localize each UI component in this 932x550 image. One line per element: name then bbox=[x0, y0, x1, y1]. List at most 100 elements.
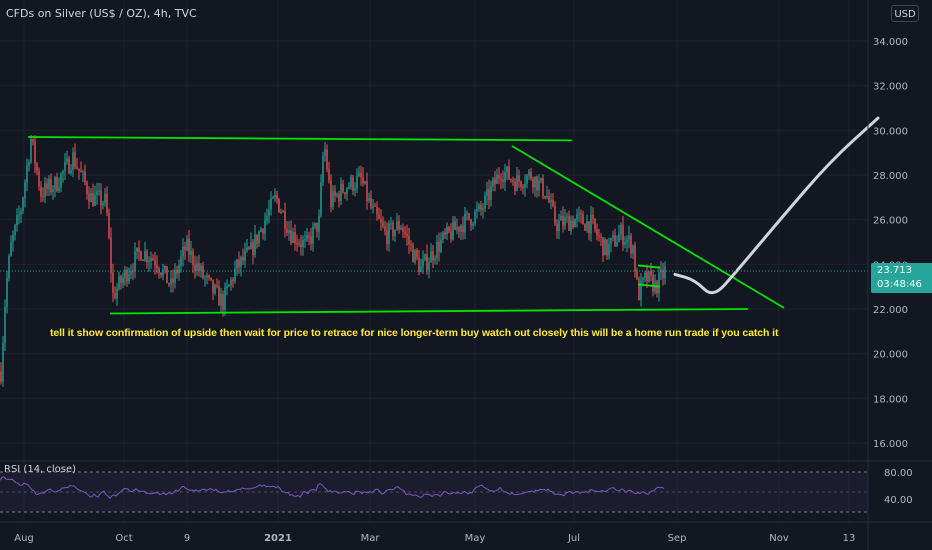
price-tick-label: 32.000 bbox=[873, 82, 908, 93]
candle-body bbox=[426, 254, 428, 271]
candle-body bbox=[242, 256, 244, 261]
candle-body bbox=[566, 216, 568, 218]
candle-body bbox=[542, 178, 544, 197]
candle-body bbox=[400, 227, 402, 230]
candle-body bbox=[494, 178, 496, 184]
candle-body bbox=[216, 285, 218, 287]
candle-body bbox=[530, 171, 532, 179]
candle-body bbox=[482, 208, 484, 210]
candle-body bbox=[484, 195, 486, 209]
price-tick-label: 20.000 bbox=[873, 350, 908, 361]
candle-body bbox=[218, 286, 220, 306]
grid-lines bbox=[0, 0, 868, 522]
candle-body bbox=[630, 235, 632, 254]
candle-body bbox=[658, 272, 660, 294]
candle-body bbox=[222, 293, 224, 310]
candle-body bbox=[30, 139, 32, 162]
candle-body bbox=[12, 235, 14, 243]
candle-body bbox=[192, 250, 194, 265]
candle-body bbox=[508, 166, 510, 180]
candle-body bbox=[640, 280, 642, 300]
candle-body bbox=[638, 278, 640, 300]
candle-body bbox=[442, 232, 444, 240]
candle-body bbox=[112, 272, 114, 293]
candle-body bbox=[354, 188, 356, 191]
candle-body bbox=[250, 241, 252, 249]
candle-body bbox=[474, 211, 476, 224]
candle-body bbox=[436, 241, 438, 259]
candle-body bbox=[296, 243, 298, 245]
candle-body bbox=[534, 176, 536, 188]
candle-body bbox=[618, 234, 620, 243]
candle-body bbox=[110, 237, 112, 273]
candle-body bbox=[386, 230, 388, 245]
candle-body bbox=[624, 242, 626, 245]
candle-body bbox=[102, 202, 104, 206]
candle-body bbox=[214, 285, 216, 294]
candle-body bbox=[294, 231, 296, 244]
candle-body bbox=[96, 191, 98, 195]
candle-body bbox=[70, 170, 72, 174]
candle-body bbox=[174, 269, 176, 283]
candle-body bbox=[326, 149, 328, 170]
candle-body bbox=[2, 343, 4, 382]
candle-body bbox=[636, 271, 638, 279]
candle-body bbox=[578, 213, 580, 215]
candle-body bbox=[310, 236, 312, 244]
candle-body bbox=[568, 216, 570, 231]
candle-body bbox=[4, 307, 6, 344]
candle-body bbox=[412, 245, 414, 263]
time-tick-label: May bbox=[465, 533, 486, 544]
candle-body bbox=[124, 269, 126, 278]
rsi-axis: 80.00 40.00 bbox=[884, 468, 913, 506]
candle-body bbox=[238, 259, 240, 268]
candle-body bbox=[76, 166, 78, 169]
candle-body bbox=[132, 271, 134, 273]
candle-body bbox=[374, 205, 376, 207]
candle-body bbox=[414, 250, 416, 263]
candle-body bbox=[410, 244, 412, 246]
candle-body bbox=[590, 214, 592, 234]
candle-body bbox=[558, 220, 560, 231]
candle-body bbox=[276, 194, 278, 199]
candle-body bbox=[452, 221, 454, 240]
candle-body bbox=[602, 237, 604, 256]
candle-body bbox=[260, 228, 262, 232]
candle-body bbox=[398, 221, 400, 230]
candle-body bbox=[524, 183, 526, 188]
rsi-tick-label: 40.00 bbox=[884, 495, 913, 506]
candle-body bbox=[164, 266, 166, 270]
candle-body bbox=[418, 257, 420, 273]
candle-body bbox=[86, 182, 88, 194]
candle-body bbox=[522, 186, 524, 188]
candle-body bbox=[626, 239, 628, 243]
currency-button[interactable]: USD bbox=[891, 5, 919, 22]
candle-body bbox=[444, 232, 446, 235]
candle-body bbox=[632, 245, 634, 254]
candle-body bbox=[108, 212, 110, 238]
candle-body bbox=[628, 235, 630, 240]
candle-body bbox=[240, 256, 242, 268]
candle-body bbox=[90, 193, 92, 202]
rsi-tick-label: 80.00 bbox=[884, 468, 913, 479]
price-tick-label: 34.000 bbox=[873, 37, 908, 48]
candle-body bbox=[36, 163, 38, 172]
bar-countdown: 03:48:46 bbox=[877, 279, 922, 290]
candle-body bbox=[352, 177, 354, 191]
candle-body bbox=[208, 275, 210, 278]
candle-body bbox=[28, 161, 30, 166]
candle-body bbox=[136, 247, 138, 252]
candle-body bbox=[106, 193, 108, 213]
candle-body bbox=[6, 277, 8, 308]
candle-body bbox=[416, 250, 418, 258]
candle-body bbox=[620, 224, 622, 235]
rsi-label: RSI (14, close) bbox=[4, 464, 77, 475]
candle-body bbox=[16, 215, 18, 226]
candle-body bbox=[646, 272, 648, 282]
candle-body bbox=[540, 178, 542, 181]
time-tick-label: Oct bbox=[115, 533, 132, 544]
time-tick-label: 2021 bbox=[264, 533, 292, 544]
candle-body bbox=[586, 221, 588, 231]
trendlines bbox=[27, 136, 785, 315]
